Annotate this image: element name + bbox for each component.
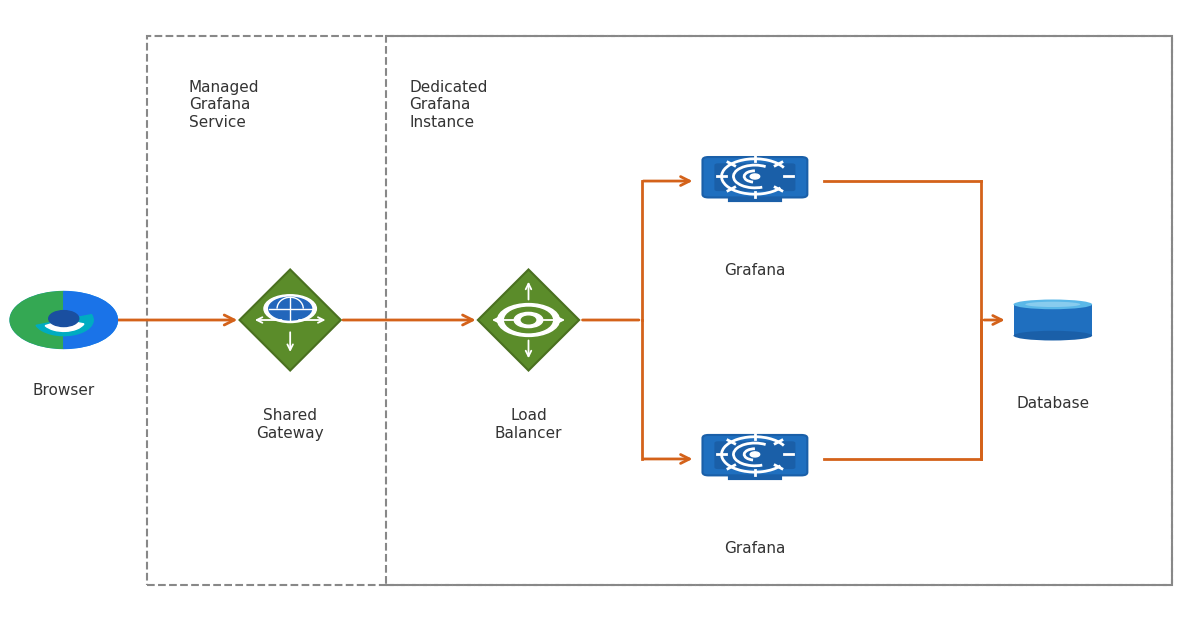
Text: Shared
Gateway: Shared Gateway xyxy=(257,408,324,441)
Ellipse shape xyxy=(1025,301,1080,307)
FancyBboxPatch shape xyxy=(702,157,808,198)
Circle shape xyxy=(264,295,317,323)
Text: Grafana: Grafana xyxy=(725,263,786,278)
Text: Dedicated
Grafana
Instance: Dedicated Grafana Instance xyxy=(409,80,487,130)
Circle shape xyxy=(521,316,535,324)
Polygon shape xyxy=(240,269,341,371)
Wedge shape xyxy=(36,315,94,335)
FancyBboxPatch shape xyxy=(702,435,808,476)
Ellipse shape xyxy=(1014,300,1092,309)
Circle shape xyxy=(514,312,542,328)
Circle shape xyxy=(10,292,118,348)
Circle shape xyxy=(498,303,559,337)
FancyBboxPatch shape xyxy=(1014,305,1092,335)
Circle shape xyxy=(750,452,760,457)
Wedge shape xyxy=(10,292,64,348)
Circle shape xyxy=(49,310,79,326)
Polygon shape xyxy=(478,269,580,371)
Text: Managed
Grafana
Service: Managed Grafana Service xyxy=(188,80,259,130)
Circle shape xyxy=(505,307,552,333)
Text: Browser: Browser xyxy=(32,383,95,398)
Wedge shape xyxy=(46,320,84,332)
Text: Database: Database xyxy=(1016,396,1090,411)
Text: Grafana: Grafana xyxy=(725,541,786,556)
Wedge shape xyxy=(64,292,118,348)
Text: Load
Balancer: Load Balancer xyxy=(494,408,563,441)
FancyBboxPatch shape xyxy=(714,163,796,191)
Circle shape xyxy=(750,174,760,179)
Ellipse shape xyxy=(1014,331,1092,340)
FancyBboxPatch shape xyxy=(714,442,796,469)
Circle shape xyxy=(269,297,312,320)
